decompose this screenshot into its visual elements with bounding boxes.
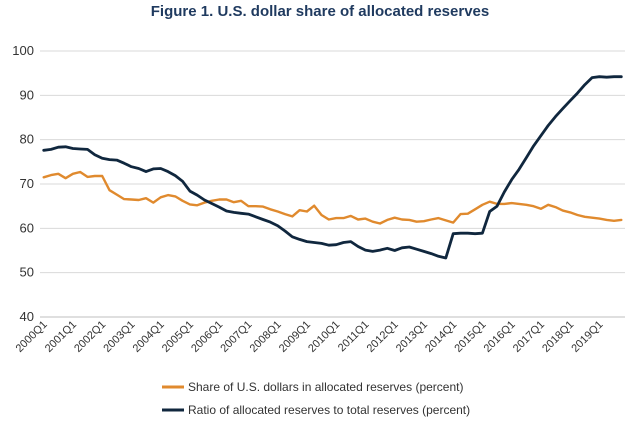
x-tick-label: 2003Q1	[101, 319, 137, 355]
x-tick-label: 2008Q1	[248, 319, 284, 355]
x-tick-label: 2009Q1	[277, 319, 313, 355]
y-tick-label: 100	[12, 43, 34, 58]
x-tick-label: 2012Q1	[365, 319, 401, 355]
x-tick-label: 2013Q1	[394, 319, 430, 355]
y-tick-label: 80	[20, 132, 34, 147]
y-tick-label: 40	[20, 309, 34, 324]
x-tick-label: 2005Q1	[160, 319, 196, 355]
y-tick-label: 50	[20, 265, 34, 280]
x-tick-label: 2018Q1	[540, 319, 576, 355]
gridlines	[40, 50, 625, 274]
x-tick-label: 2014Q1	[423, 319, 459, 355]
x-tick-label: 2004Q1	[131, 319, 167, 355]
y-tick-label: 60	[20, 220, 34, 235]
x-tick-label: 2001Q1	[43, 319, 79, 355]
y-tick-label: 90	[20, 87, 34, 102]
legend-label-1: Share of U.S. dollars in allocated reser…	[188, 380, 463, 394]
y-tick-label: 70	[20, 176, 34, 191]
x-tick-label: 2016Q1	[482, 319, 518, 355]
x-tick-label: 2015Q1	[452, 319, 488, 355]
x-axis-ticks: 2000Q12001Q12002Q12003Q12004Q12005Q12006…	[14, 319, 606, 355]
x-tick-label: 2002Q1	[72, 319, 108, 355]
series-line-2	[42, 75, 623, 260]
chart-title: Figure 1. U.S. dollar share of allocated…	[150, 3, 490, 20]
legend-label-2: Ratio of allocated reserves to total res…	[188, 403, 470, 417]
legend: Share of U.S. dollars in allocated reser…	[162, 380, 470, 417]
series-line-1	[42, 170, 623, 225]
x-tick-label: 2000Q1	[14, 319, 50, 355]
x-tick-label: 2017Q1	[511, 319, 547, 355]
y-axis-ticks: 40 50 60 70 80 90 100	[12, 43, 34, 324]
x-tick-label: 2007Q1	[218, 319, 254, 355]
x-tick-label: 2019Q1	[569, 319, 605, 355]
x-tick-label: 2006Q1	[189, 319, 225, 355]
series-lines	[42, 75, 623, 260]
x-tick-label: 2010Q1	[306, 319, 342, 355]
